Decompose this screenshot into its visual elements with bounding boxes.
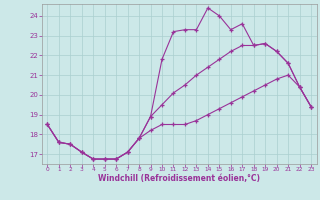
X-axis label: Windchill (Refroidissement éolien,°C): Windchill (Refroidissement éolien,°C) [98,174,260,183]
